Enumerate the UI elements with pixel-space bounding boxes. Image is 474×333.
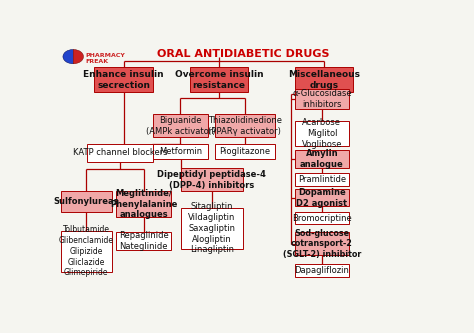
FancyBboxPatch shape [294,264,349,277]
Text: Sulfonylureas: Sulfonylureas [53,197,119,206]
Text: Dapagliflozin: Dapagliflozin [294,266,349,275]
Text: KATP channel blockers: KATP channel blockers [73,148,167,157]
Text: ORAL ANTIDIABETIC DRUGS: ORAL ANTIDIABETIC DRUGS [157,49,329,59]
Text: Meglitinide/
Phenylalanine
analogues: Meglitinide/ Phenylalanine analogues [110,189,177,219]
FancyBboxPatch shape [294,67,353,92]
FancyBboxPatch shape [215,115,275,137]
Text: Metformin: Metformin [159,147,202,156]
Text: Repaglinide
Nateglinide: Repaglinide Nateglinide [119,231,169,251]
FancyBboxPatch shape [117,191,171,217]
FancyBboxPatch shape [294,212,349,224]
FancyBboxPatch shape [117,232,171,250]
Text: Thiazolidinedione
(PPARγ activator): Thiazolidinedione (PPARγ activator) [208,116,282,136]
Text: Dopamine
D2 agonist: Dopamine D2 agonist [296,188,347,207]
FancyBboxPatch shape [181,208,243,249]
Text: Pioglitazone: Pioglitazone [219,147,270,156]
FancyBboxPatch shape [294,121,349,146]
Text: Miscellaneous
drugs: Miscellaneous drugs [288,70,360,90]
FancyBboxPatch shape [190,67,248,92]
Text: Acarbose
Miglitol
Voglibose: Acarbose Miglitol Voglibose [301,118,342,149]
FancyBboxPatch shape [87,144,153,162]
Text: Amylin
analogue: Amylin analogue [300,149,344,169]
FancyBboxPatch shape [153,144,208,159]
Text: Enhance insulin
secrection: Enhance insulin secrection [83,70,164,90]
Text: Overcome insulin
resistance: Overcome insulin resistance [175,70,264,90]
Text: PHARMACY
FREAK: PHARMACY FREAK [85,53,125,64]
FancyBboxPatch shape [181,168,243,191]
FancyBboxPatch shape [294,232,349,255]
FancyBboxPatch shape [294,173,349,186]
Text: α-Glucosidase
inhibitors: α-Glucosidase inhibitors [292,89,352,109]
FancyBboxPatch shape [94,67,153,92]
Text: Tolbutamide
Glibenclamide
Glipizide
Gliclazide
Glimepiride: Tolbutamide Glibenclamide Glipizide Glic… [59,225,114,277]
FancyBboxPatch shape [294,150,349,168]
Text: Sitagliptin
Vildagliptin
Saxagliptin
Alogliptin
Linagliptin: Sitagliptin Vildagliptin Saxagliptin Alo… [188,202,236,254]
FancyBboxPatch shape [294,189,349,206]
Wedge shape [73,49,83,64]
FancyBboxPatch shape [153,115,208,137]
FancyBboxPatch shape [215,144,275,159]
FancyBboxPatch shape [61,231,111,272]
Text: Sod-glucose
cotransport-2
(SGLT-2) inhibitor: Sod-glucose cotransport-2 (SGLT-2) inhib… [283,228,361,259]
FancyBboxPatch shape [294,89,349,109]
Text: Bromocriptine: Bromocriptine [292,214,352,223]
Text: Pramlintide: Pramlintide [298,175,346,184]
Text: Dipeptidyl peptidase-4
(DPP-4) inhibitors: Dipeptidyl peptidase-4 (DPP-4) inhibitor… [157,170,266,189]
Text: Biguanide
(AMPk activator): Biguanide (AMPk activator) [146,116,215,136]
Wedge shape [63,49,73,64]
FancyBboxPatch shape [61,191,111,212]
